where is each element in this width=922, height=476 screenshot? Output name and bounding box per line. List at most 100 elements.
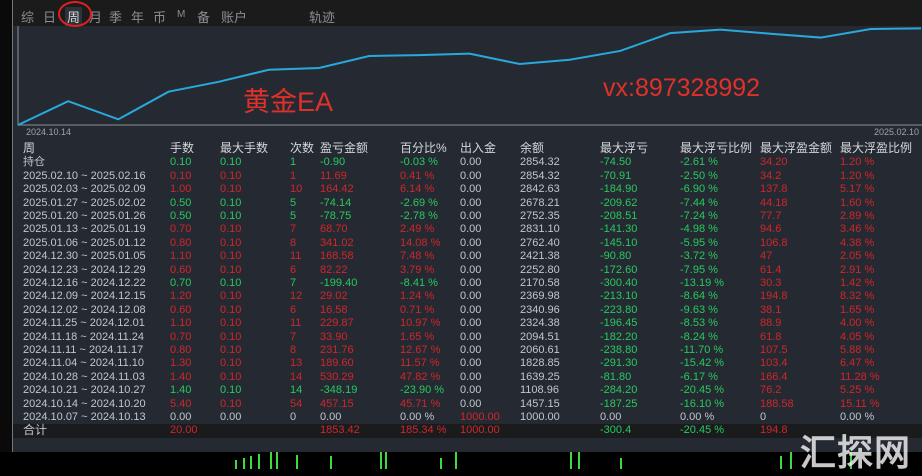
table-header: 周 手数 最大手数 次数 盈亏金额 百分比% 出入金 余额 最大浮亏 最大浮亏比例 最大浮盈金额 最大… [13,141,922,155]
cell-col-0: 2025.01.27 ~ 2025.02.02 [23,196,146,209]
cell-col-8: -187.25 [600,397,638,410]
cell-col-2: 0.10 [220,317,242,330]
candle [455,452,457,469]
cell-col-8: 0.00 [600,411,622,423]
table-row: 2025.02.10 ~ 2025.02.16 0.10 0.10 1 11.69 0.4… [13,170,922,183]
cell-col-5: 10.97 % [400,317,441,330]
candle [235,460,237,469]
cell-col-10: 166.4 [760,370,788,383]
table-row: 2025.01.20 ~ 2025.01.26 0.50 0.10 5 -78.75 -2… [13,210,922,223]
cell-col-8: -196.45 [600,317,638,330]
cell-col-6: 0.00 [460,250,482,263]
cell-col-10: 106.8 [760,236,788,249]
cell-col-3: 12 [290,290,303,303]
candle [296,455,298,469]
cell-col-6: 0.00 [460,223,482,236]
cell-col-1: 手数 [170,141,195,155]
table-row: 2024.10.28 ~ 2024.11.03 1.40 0.10 14 530.29 4… [13,371,922,384]
tab-7[interactable]: M [177,9,186,20]
table-row: 2025.02.03 ~ 2025.02.09 1.00 0.10 10 164.42 6… [13,183,922,196]
cell-col-5: -8.41 % [400,277,438,289]
cell-col-9: -9.63 % [680,303,718,316]
cell-col-7: 2421.38 [520,250,560,263]
cell-col-6: 0.00 [460,196,482,209]
tab-10[interactable]: 轨迹 [309,10,336,25]
cell-col-3: 10 [290,183,303,196]
cell-col-9: -15.42 % [680,357,725,370]
balance-curve-chart [17,26,922,126]
cell-col-5: 14.08 % [400,236,441,249]
cell-col-6: 0.00 [460,370,482,383]
cell-col-0: 2025.01.20 ~ 2025.01.26 [23,210,146,222]
cell-col-2: 0.10 [220,210,242,222]
cell-col-11: 11.28 % [840,370,880,383]
cell-col-11: 最大浮盈比例 [840,141,913,155]
tab-6[interactable]: 币 [153,10,167,25]
cell-col-0: 2024.10.21 ~ 2024.10.27 [23,384,146,397]
table-row: 2024.12.02 ~ 2024.12.08 0.60 0.10 6 16.58 0.7… [13,304,922,317]
cell-col-1: 1.10 [170,317,192,330]
cell-col-10: 0 [760,411,767,423]
cell-col-1: 1.20 [170,290,192,303]
cell-col-6: 0.00 [460,384,482,397]
cell-col-3: 54 [290,397,303,410]
cell-col-10: 194.8 [760,424,788,437]
cell-col-7: 1639.25 [520,370,560,383]
tab-4[interactable]: 季 [109,10,123,25]
tab-0[interactable]: 综 [21,10,35,25]
cell-col-4: 231.76 [320,344,354,356]
cell-col-8: -145.10 [600,236,638,249]
cell-col-7: 2170.58 [520,277,560,289]
cell-col-1: 0.00 [170,411,192,423]
cell-col-6: 0.00 [460,397,482,410]
cell-col-4: 33.90 [320,330,348,343]
cell-col-9: 最大浮亏比例 [680,141,753,155]
cell-col-11: 0.00 % [840,411,875,423]
cell-col-7: 1000.00 [520,411,560,423]
cell-col-2: 0.10 [220,290,242,303]
cell-col-6: 1000.00 [460,411,500,423]
cell-col-11: 2.91 % [840,263,875,276]
cell-col-2: 0.00 [220,411,242,423]
cell-col-2: 0.10 [220,384,242,397]
cell-col-2: 0.10 [220,357,242,370]
cell-col-9: -8.24 % [680,330,718,343]
cell-col-6: 0.00 [460,156,482,169]
tab-8[interactable]: 备 [197,10,211,25]
cell-col-0: 2024.11.04 ~ 2024.11.10 [23,357,145,370]
cell-col-3: 1 [290,169,297,182]
cell-col-7: 1828.85 [520,357,560,370]
cell-col-1: 1.10 [170,250,192,263]
candle [330,456,332,469]
cell-col-10: 30.3 [760,277,782,289]
cell-col-0: 2024.12.23 ~ 2024.12.29 [23,263,146,276]
tab-5[interactable]: 年 [131,10,145,25]
cell-col-4: -199.40 [320,277,358,289]
cell-col-6: 出入金 [460,141,497,155]
cell-col-8: -70.91 [600,169,632,182]
tab-3[interactable]: 月 [89,10,103,25]
cell-col-10: 34.20 [760,156,788,169]
tab-1[interactable]: 日 [43,10,57,25]
cell-col-10: 107.5 [760,344,788,356]
cell-col-3: 7 [290,330,297,343]
candle [243,458,245,469]
cell-col-5: -2.69 % [400,196,438,209]
cell-col-6: 0.00 [460,317,482,330]
cell-col-5: 0.00 % [400,411,435,423]
table-row: 2024.12.16 ~ 2024.12.22 0.70 0.10 7 -199.40 -… [13,277,922,290]
cell-col-0: 2024.11.25 ~ 2024.12.01 [23,317,145,330]
tab-9[interactable]: 账户 [221,10,248,25]
cell-col-7: 2752.35 [520,210,560,222]
cell-col-9: -3.72 % [680,250,718,263]
cell-col-7: 2340.96 [520,303,560,316]
cell-col-11: 1.20 % [840,169,875,182]
cell-col-11: 3.46 % [840,223,875,236]
cell-col-7: 1457.15 [520,397,560,410]
cell-col-4: -78.75 [320,210,352,222]
cell-col-0: 2024.12.30 ~ 2025.01.05 [23,250,146,263]
cell-col-11: 4.38 % [840,236,875,249]
cell-col-1: 5.40 [170,397,192,410]
table-row: 2024.12.30 ~ 2025.01.05 1.10 0.10 11 168.58 7… [13,250,922,263]
cell-col-5: -2.78 % [400,210,438,222]
